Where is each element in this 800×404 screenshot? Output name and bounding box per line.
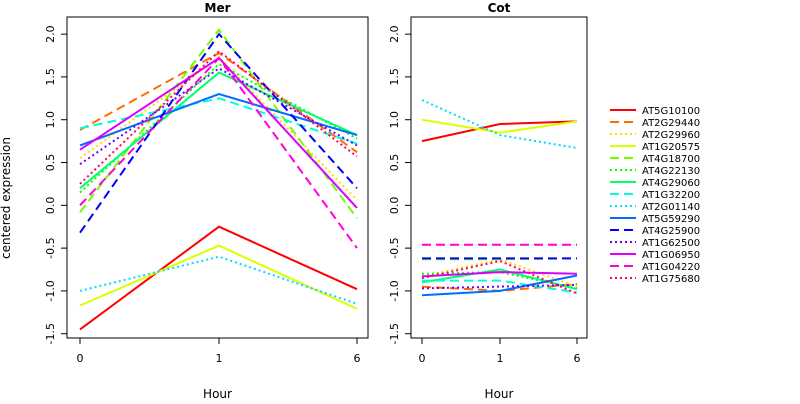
legend-item: AT5G10100 <box>610 106 700 117</box>
legend-label: AT4G18700 <box>642 154 700 165</box>
y-tick-label: 1.0 <box>388 111 401 129</box>
legend-label: AT5G59290 <box>642 214 700 225</box>
series-line-at2g29960 <box>79 55 358 201</box>
legend-label: AT1G06950 <box>642 250 700 261</box>
legend-label: AT1G32200 <box>642 190 700 201</box>
legend-item: AT4G25900 <box>610 226 700 237</box>
x-tick-label: 1 <box>497 352 504 365</box>
legend-label: AT1G75680 <box>642 274 700 285</box>
y-tick-label: 1.5 <box>44 68 57 86</box>
y-axis-label: centered expression <box>0 137 13 259</box>
legend-label: AT5G10100 <box>642 106 700 117</box>
y-tick-label: 0.5 <box>388 154 401 172</box>
x-tick-label: 6 <box>574 352 581 365</box>
legend-label: AT4G25900 <box>642 226 700 237</box>
legend-label: AT2G01140 <box>642 202 700 213</box>
legend-item: AT1G04220 <box>610 262 700 273</box>
series-line-at1g20575 <box>421 118 578 134</box>
y-tick-label: 0.0 <box>44 197 57 215</box>
panel-mer: Mer -1.5 -1.0 -0.5 0.0 0.5 1.0 1.5 2.0 0 1 6 Hour <box>44 1 369 401</box>
plot-frame <box>410 16 588 339</box>
panel-title: Cot <box>488 1 511 15</box>
legend: AT5G10100AT2G29440AT2G29960AT1G20575AT4G… <box>610 106 700 285</box>
x-axis-label: Hour <box>485 387 514 400</box>
y-tick-label: 2.0 <box>44 25 57 43</box>
series-line-at1g06950 <box>79 56 358 209</box>
panels: Mer-1.5-1.0-0.50.00.51.01.52.00 1 6HourCot… <box>44 1 588 401</box>
legend-item: AT1G20575 <box>610 142 700 153</box>
series-line-at1g32200 <box>422 279 578 294</box>
legend-item: AT1G32200 <box>610 190 700 201</box>
x-tick-label: 0 <box>419 352 426 365</box>
series-line-at1g06950 <box>421 271 578 278</box>
y-tick-label: 0.0 <box>388 197 401 215</box>
series-line-at2g01140 <box>79 255 358 305</box>
x-tick-label: 1 <box>216 352 223 365</box>
x-tick-label: 0 <box>77 352 84 365</box>
y-tick-label: 2.0 <box>388 25 401 43</box>
series-line-at2g29960 <box>421 258 578 288</box>
legend-item: AT1G06950 <box>610 250 700 261</box>
legend-label: AT1G62500 <box>642 238 700 249</box>
series-line-at2g29440 <box>79 51 358 154</box>
legend-label: AT4G22130 <box>642 166 700 177</box>
plot-frame <box>66 16 369 339</box>
y-tick-label: -1.0 <box>44 280 57 301</box>
legend-item: AT2G01140 <box>610 202 700 213</box>
series-line-at1g62500 <box>421 283 578 290</box>
legend-label: AT2G29440 <box>642 118 700 129</box>
y-tick-label: -1.5 <box>388 323 401 344</box>
series-line-at4g29060 <box>79 71 358 189</box>
panel-cot: Cot -1.5 -1.0 -0.5 0.0 0.5 1.0 1.5 2.0 0 1 6 Hour <box>388 1 588 401</box>
legend-item: AT4G22130 <box>610 166 700 177</box>
series-line-at1g62500 <box>79 67 358 166</box>
legend-item: AT1G62500 <box>610 238 700 249</box>
series-line-at4g25900 <box>79 32 358 234</box>
y-tick-label: 1.5 <box>388 68 401 86</box>
series-line-at1g04220 <box>79 56 358 249</box>
legend-item: AT2G29440 <box>610 118 700 129</box>
legend-item: AT1G75680 <box>610 274 700 285</box>
x-tick-label: 6 <box>354 352 361 365</box>
y-tick-label: -1.5 <box>44 323 57 344</box>
x-axis-label: Hour <box>203 387 232 400</box>
panel-title: Mer <box>205 1 231 15</box>
series-line-at5g59290 <box>79 92 358 147</box>
y-tick-label: 0.5 <box>44 154 57 172</box>
series-line-at1g75680 <box>421 259 578 295</box>
series-line-at4g18700 <box>79 28 358 219</box>
legend-label: AT4G29060 <box>642 178 700 189</box>
series-line-at2g01140 <box>421 99 578 149</box>
y-tick-label: -1.0 <box>388 280 401 301</box>
series-line-at1g32200 <box>79 97 358 145</box>
legend-label: AT1G04220 <box>642 262 700 273</box>
series-line-at5g10100 <box>79 225 358 331</box>
y-tick-label: 1.0 <box>44 111 57 129</box>
series-line-at5g59290 <box>421 274 578 297</box>
legend-item: AT4G29060 <box>610 178 700 189</box>
legend-label: AT2G29960 <box>642 130 700 141</box>
legend-item: AT4G18700 <box>610 154 700 165</box>
series-line-at5g10100 <box>421 120 578 143</box>
legend-label: AT1G20575 <box>642 142 700 153</box>
legend-item: AT2G29960 <box>610 130 700 141</box>
y-tick-label: -0.5 <box>388 237 401 258</box>
y-tick-label: -0.5 <box>44 237 57 258</box>
legend-item: AT5G59290 <box>610 214 700 225</box>
